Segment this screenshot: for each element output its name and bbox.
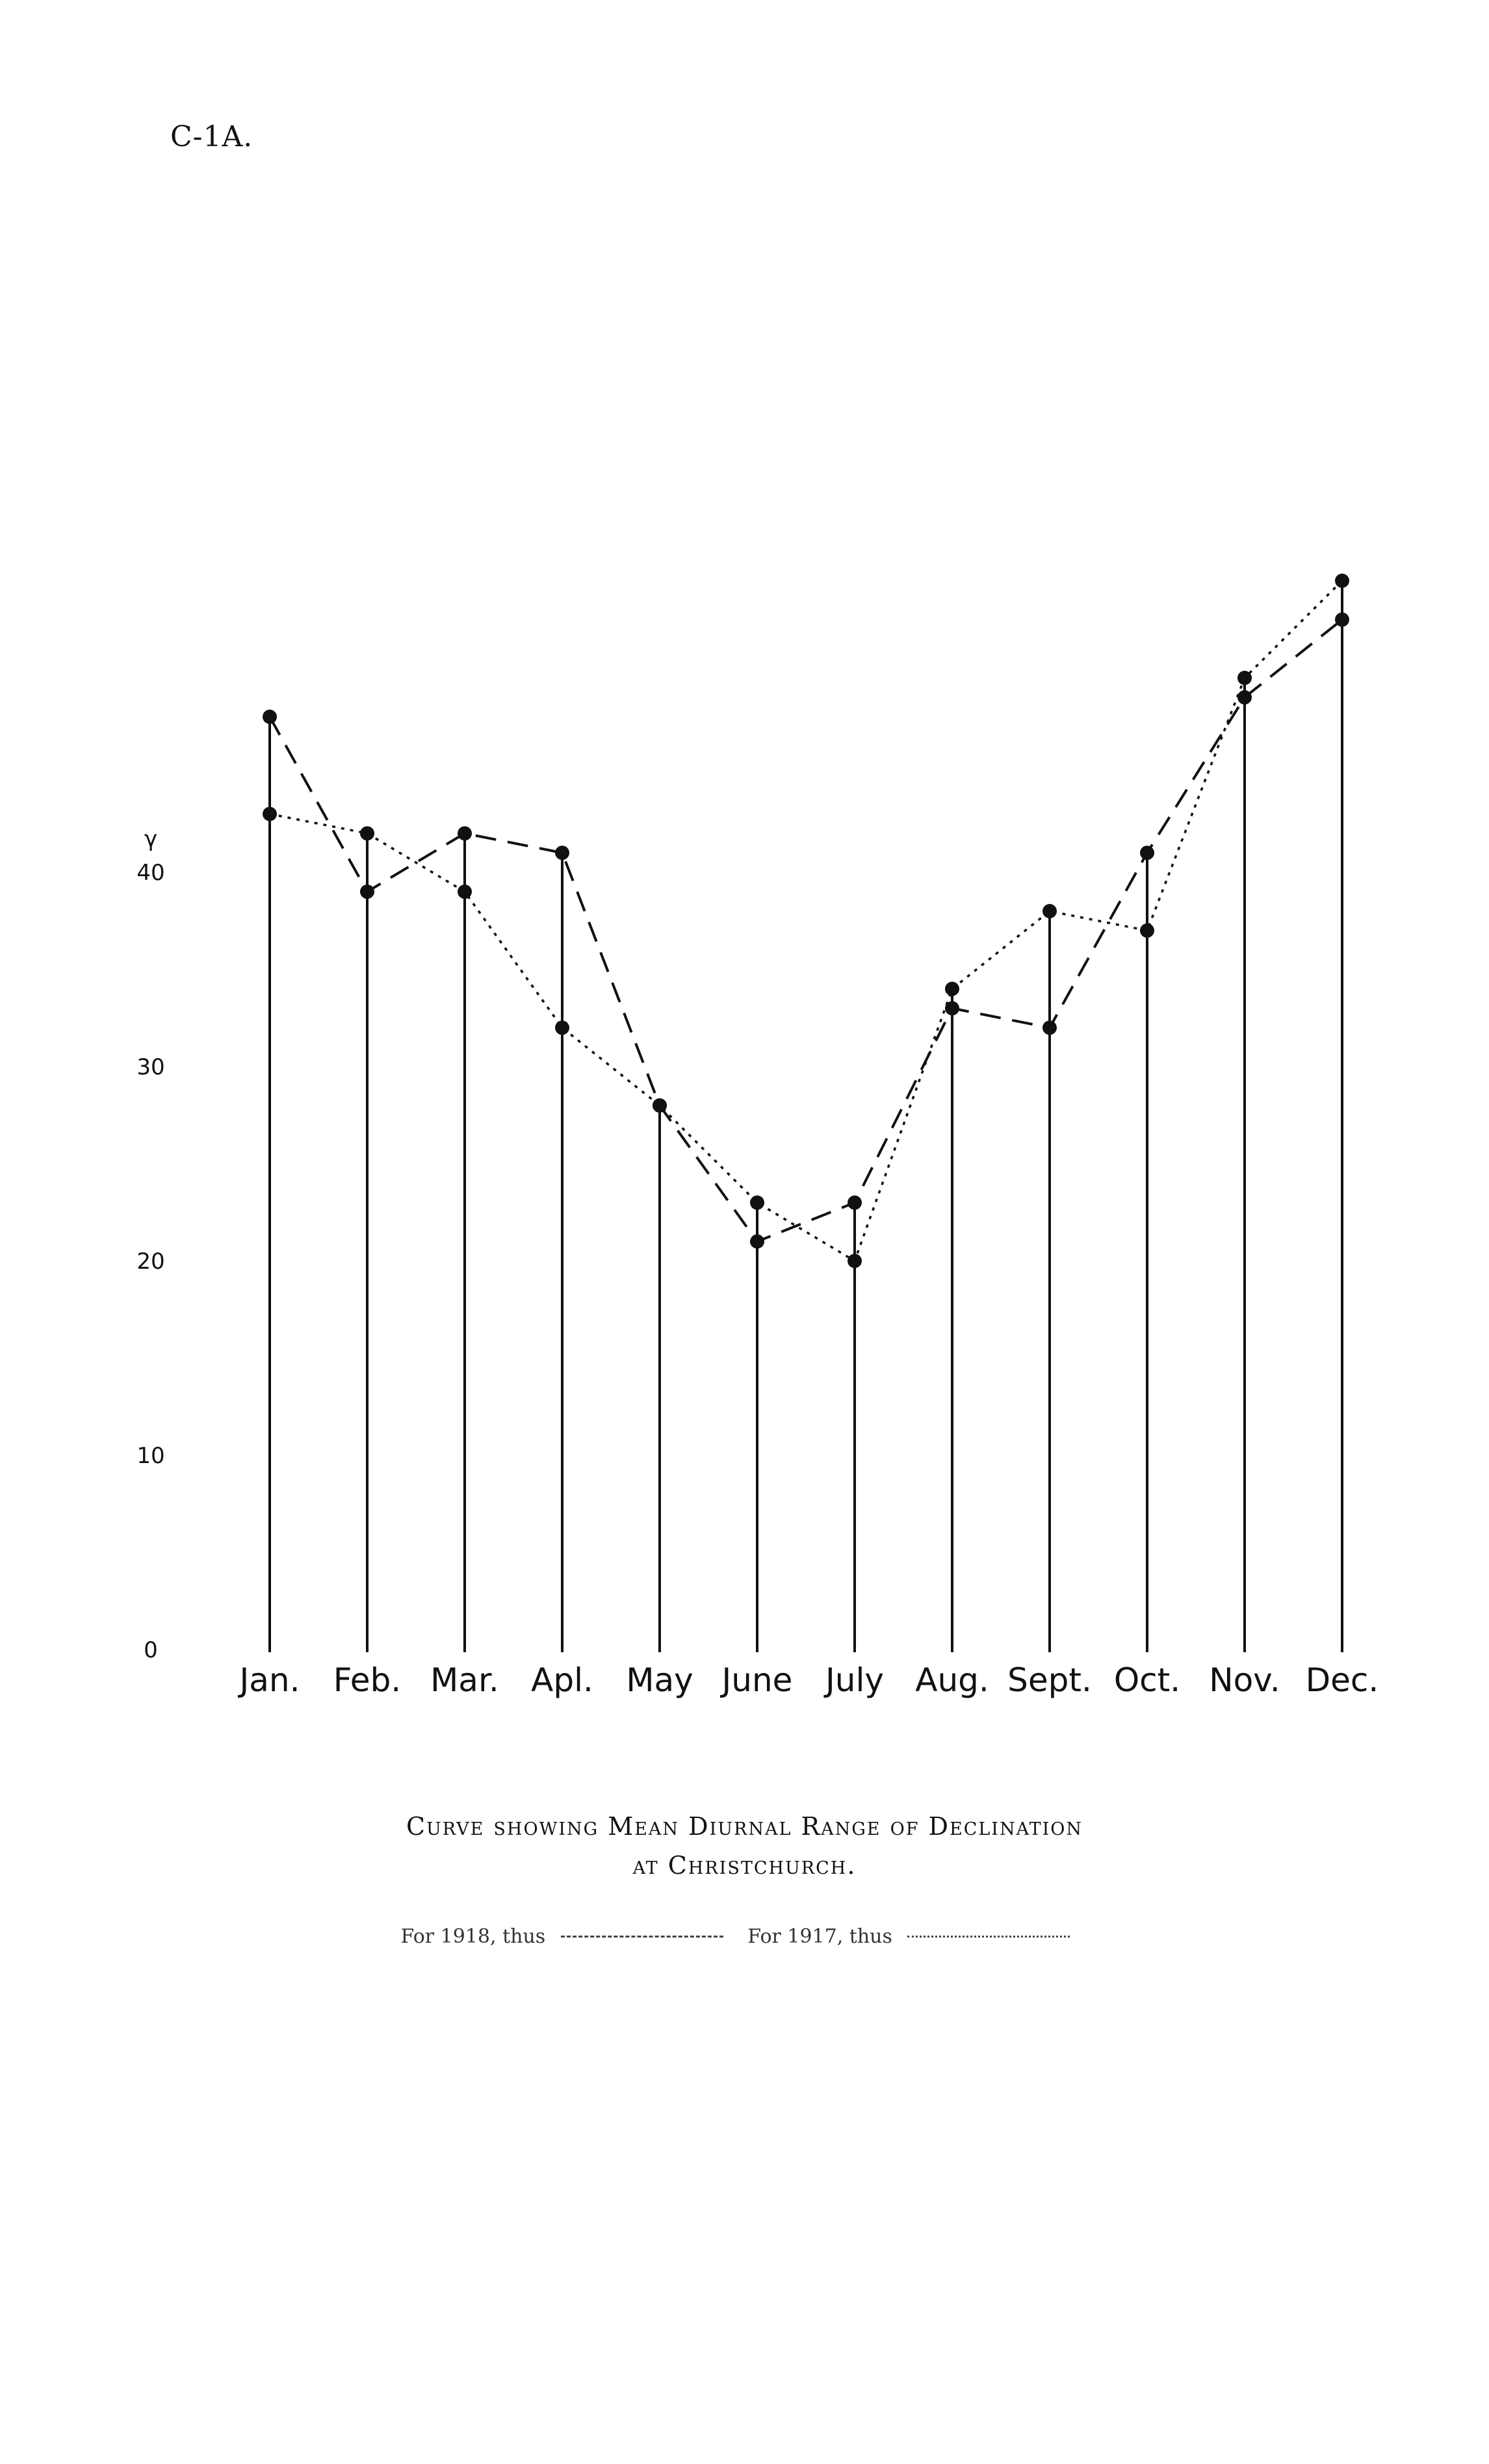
point-s2-10: [1140, 923, 1154, 938]
legend-dashed-line: [560, 1935, 723, 1938]
x-category-label-9: Sept.: [1007, 1661, 1092, 1699]
y-tick-label-20: 20: [136, 1249, 164, 1275]
point-s2-5: [653, 1098, 667, 1113]
x-category-label-4: Apl.: [531, 1661, 593, 1699]
data-points: [263, 573, 1349, 1268]
x-category-label-12: Dec.: [1306, 1661, 1379, 1699]
series-line-1: [268, 618, 1343, 1243]
point-s1-10: [1140, 846, 1154, 861]
x-category-label-5: May: [626, 1661, 693, 1699]
point-s1-2: [360, 884, 374, 899]
point-s2-4: [555, 1020, 569, 1035]
legend-label-1918: For 1918, thus: [400, 1925, 546, 1948]
point-s2-1: [263, 807, 277, 822]
point-s1-4: [555, 846, 569, 861]
y-tick-label-10: 10: [136, 1443, 164, 1469]
x-category-label-3: Mar.: [430, 1661, 499, 1699]
drop-lines: [268, 580, 1343, 1652]
point-s1-9: [1042, 1020, 1057, 1035]
x-category-labels: Jan. Feb. Mar. Apl. May June July Aug. Sept. Oct.…: [238, 1661, 1379, 1699]
chart-legend: For 1918, thus For 1917, thus: [0, 1924, 1489, 1948]
point-s1-6: [750, 1234, 764, 1249]
series-lines: [268, 580, 1343, 1263]
point-s2-8: [945, 981, 959, 996]
point-s2-11: [1237, 671, 1252, 685]
point-s1-7: [848, 1195, 862, 1210]
legend-label-1917: For 1917, thus: [747, 1925, 892, 1948]
point-s1-3: [458, 826, 472, 841]
y-tick-label-0: 0: [144, 1637, 158, 1663]
x-category-label-10: Oct.: [1114, 1661, 1180, 1699]
point-s1-12: [1335, 612, 1349, 627]
x-category-label-2: Feb.: [333, 1661, 401, 1699]
y-tick-label-40: 40: [136, 860, 164, 886]
y-tick-labels: 0 10 20 30 40: [136, 860, 164, 1663]
x-category-label-1: Jan.: [238, 1661, 300, 1699]
point-s2-9: [1042, 903, 1057, 918]
y-tick-label-30: 30: [136, 1054, 164, 1080]
point-s1-11: [1237, 690, 1252, 705]
point-s2-12: [1335, 573, 1349, 588]
chart-caption: Curve showing Mean Diurnal Range of Decl…: [0, 1807, 1489, 1885]
point-s1-1: [263, 709, 277, 724]
series-line-2: [269, 580, 1343, 1263]
legend-dotted-line: [907, 1935, 1070, 1938]
caption-line-2: at Christchurch.: [632, 1851, 857, 1880]
x-category-label-11: Nov.: [1209, 1661, 1280, 1699]
x-category-label-8: Aug.: [915, 1661, 989, 1699]
y-unit-label: γ: [144, 826, 157, 852]
point-s2-7: [848, 1254, 862, 1268]
x-category-label-7: July: [823, 1661, 884, 1699]
page-label: C-1A.: [170, 120, 253, 153]
point-s2-2: [360, 826, 374, 841]
caption-line-1: Curve showing Mean Diurnal Range of Decl…: [406, 1812, 1083, 1841]
point-s2-3: [458, 884, 472, 899]
x-category-label-6: June: [720, 1661, 793, 1699]
point-s1-8: [945, 1001, 959, 1016]
point-s2-6: [750, 1195, 764, 1210]
